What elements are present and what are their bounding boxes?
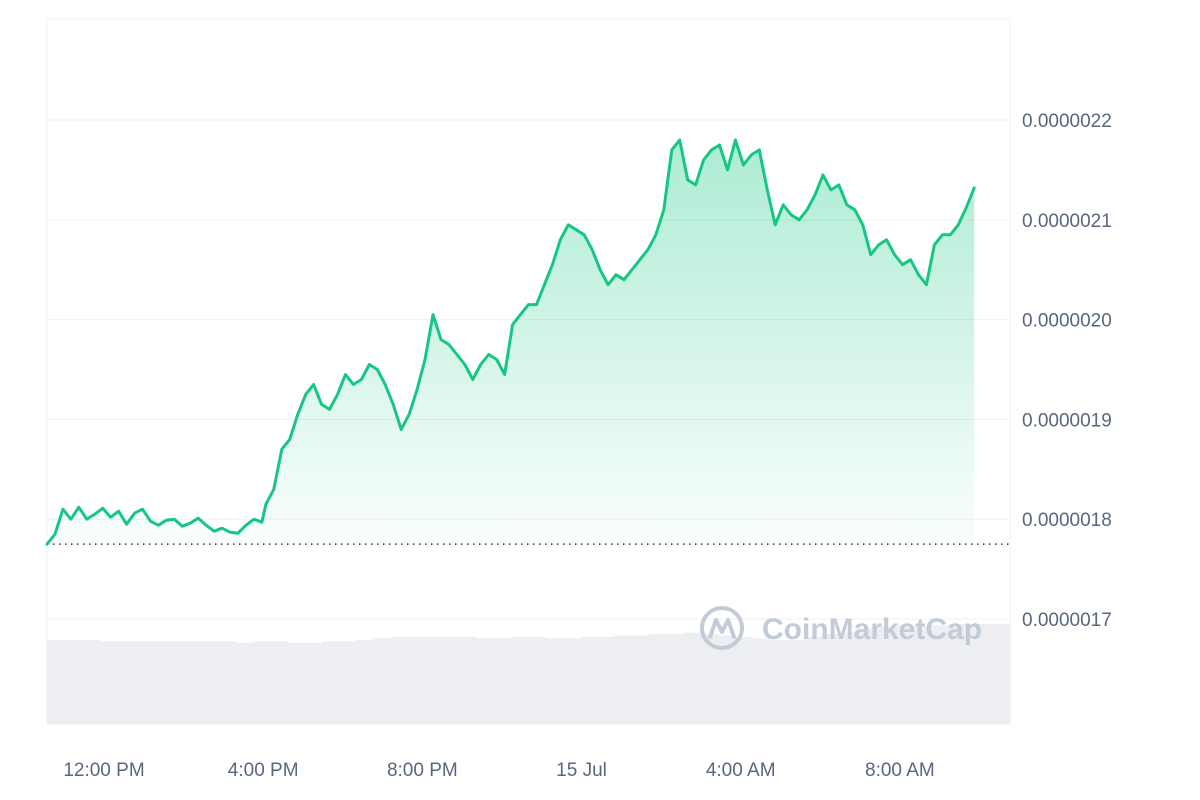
x-tick-label: 12:00 PM — [63, 760, 144, 781]
volume-bar — [580, 637, 598, 724]
y-axis-labels: 0.0000017 0.0000018 0.0000019 0.0000020 0.00… — [1022, 111, 1112, 631]
volume-bar — [442, 637, 461, 724]
volume-bar — [820, 634, 839, 724]
y-tick-label: 0.0000017 — [1022, 610, 1112, 631]
volume-bar — [975, 623, 994, 724]
watermark: CoinMarketCap — [700, 606, 982, 650]
volume-bar — [631, 635, 650, 724]
volume-bar — [803, 637, 822, 724]
volume-bar — [562, 638, 581, 724]
volume-bar — [872, 626, 891, 724]
volume-bar — [184, 641, 203, 724]
x-tick-label: 4:00 PM — [228, 760, 299, 781]
volume-bar — [356, 639, 375, 724]
volume-bar — [459, 637, 478, 724]
volume-bar — [287, 642, 306, 724]
volume-bar — [339, 641, 358, 724]
volume-bar — [304, 642, 323, 724]
volume-bar — [614, 635, 633, 724]
volume-bar — [425, 637, 444, 724]
volume-bar — [253, 641, 272, 724]
volume-bar — [98, 641, 117, 724]
volume-bar — [81, 639, 100, 724]
volume-bar — [322, 641, 340, 724]
volume-bar — [597, 637, 615, 724]
volume-bar — [373, 638, 392, 724]
volume-bar — [752, 638, 770, 724]
y-tick-label: 0.0000019 — [1022, 410, 1112, 431]
volume-bar — [700, 634, 719, 724]
volume-bar — [115, 641, 134, 724]
volume-bar — [47, 639, 65, 724]
volume-bar — [270, 641, 289, 724]
x-tick-label: 8:00 PM — [387, 760, 458, 781]
volume-bar — [476, 638, 495, 724]
volume-bar — [545, 638, 564, 724]
x-axis-labels: 12:00 PM 4:00 PM 8:00 PM 15 Jul 4:00 AM 8:00 … — [63, 760, 934, 781]
volume-bar — [132, 641, 151, 724]
y-tick-label: 0.0000020 — [1022, 311, 1112, 332]
volume-bar — [941, 625, 959, 724]
volume-bar — [958, 623, 977, 724]
volume-bar — [64, 639, 82, 724]
volume-bar — [838, 632, 856, 724]
volume-bar — [734, 637, 753, 724]
y-tick-label: 0.0000021 — [1022, 211, 1112, 232]
x-tick-label: 4:00 AM — [706, 760, 776, 781]
volume-bar — [528, 637, 547, 724]
volume-bar — [717, 635, 736, 724]
volume-bar — [769, 639, 787, 724]
volume-bar — [906, 625, 925, 724]
volume-bar — [648, 634, 667, 724]
volume-bar — [855, 628, 873, 724]
volume-bar — [218, 641, 237, 724]
volume-bar — [511, 637, 529, 724]
volume-bar — [236, 642, 254, 724]
watermark-text: CoinMarketCap — [762, 613, 982, 646]
volume-bar — [786, 639, 805, 724]
volume-bar — [150, 641, 168, 724]
volume-bar — [494, 638, 512, 724]
volume-bar — [201, 641, 220, 724]
volume-bar — [666, 634, 684, 724]
volume-bar — [167, 641, 186, 724]
volume-bar — [408, 637, 426, 724]
y-tick-label: 0.0000018 — [1022, 510, 1112, 531]
volume-bar — [683, 632, 701, 724]
x-tick-label: 8:00 AM — [865, 760, 935, 781]
volume-bar — [992, 623, 1011, 724]
coinmarketcap-logo-icon — [700, 606, 744, 650]
volume-bars — [47, 623, 1011, 724]
x-tick-label: 15 Jul — [556, 760, 607, 781]
price-line — [45, 138, 976, 546]
volume-bar — [889, 625, 908, 724]
y-tick-label: 0.0000022 — [1022, 111, 1112, 132]
volume-bar — [390, 637, 409, 724]
volume-bar — [924, 625, 942, 724]
